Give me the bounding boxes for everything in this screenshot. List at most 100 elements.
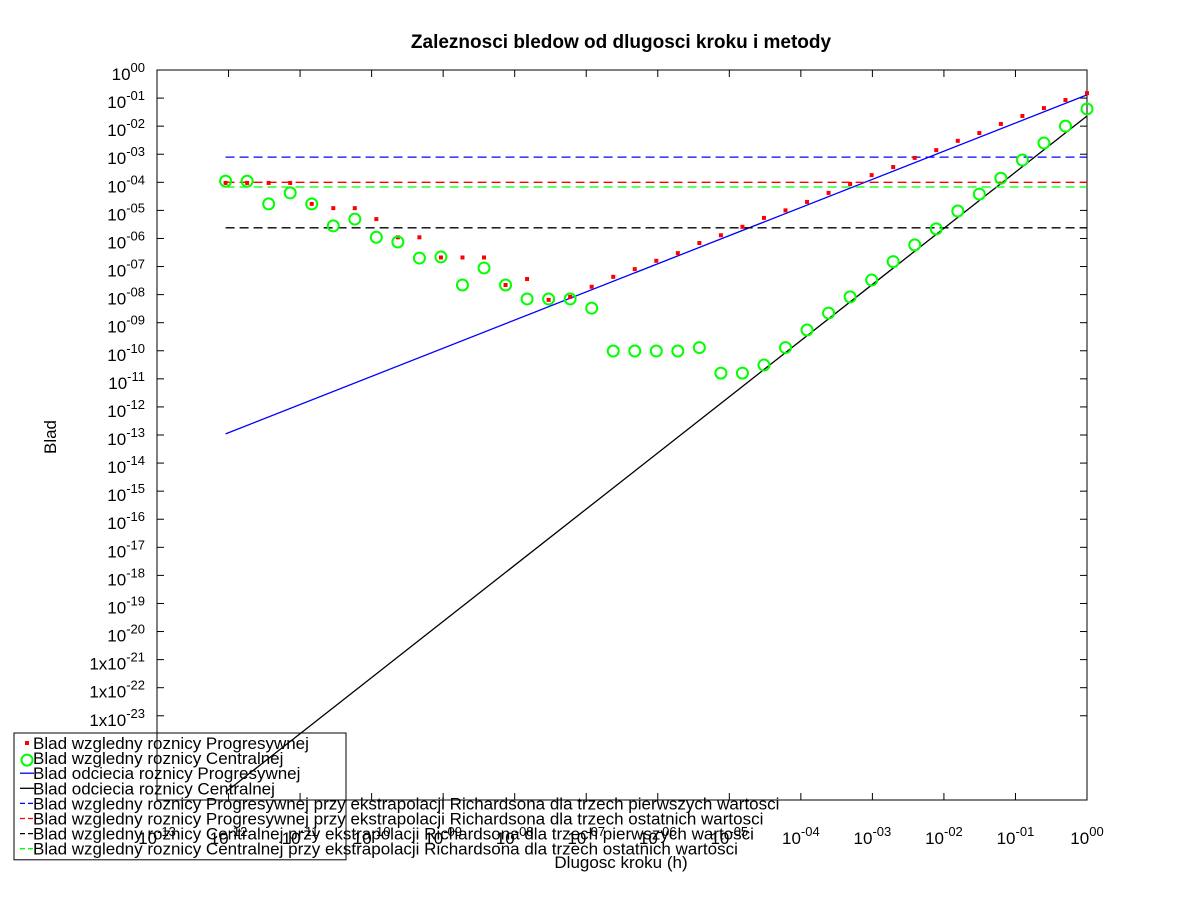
data-point <box>348 212 362 226</box>
data-point <box>262 197 276 211</box>
data-point <box>886 255 900 269</box>
data-point <box>671 344 685 358</box>
data-point <box>675 251 680 256</box>
data-point <box>972 187 986 201</box>
legend-label: Blad odciecia roznicy Progresywnej <box>33 764 300 783</box>
data-point <box>542 292 556 306</box>
data-point <box>908 238 922 252</box>
data-point <box>331 206 336 211</box>
data-point <box>499 278 513 292</box>
data-point <box>611 274 616 279</box>
data-point <box>219 174 233 188</box>
legend-label: Blad odciecia roznicy Centralnej <box>33 779 275 798</box>
data-point <box>800 323 814 337</box>
data-point <box>912 155 917 160</box>
data-point <box>632 267 637 272</box>
data-point <box>223 180 228 185</box>
data-point <box>843 290 857 304</box>
data-point <box>1058 119 1072 133</box>
data-point <box>568 294 573 299</box>
data-point <box>1020 113 1025 118</box>
y-tick-label: 10-20 <box>107 622 145 646</box>
data-point <box>503 283 508 288</box>
data-point <box>1037 136 1051 150</box>
data-point <box>1080 102 1094 116</box>
data-point <box>697 240 702 245</box>
data-point <box>654 258 659 263</box>
data-point <box>585 301 599 315</box>
data-point <box>525 276 530 281</box>
data-point <box>369 230 383 244</box>
data-point <box>1041 106 1046 111</box>
data-point <box>714 366 728 380</box>
data-point <box>326 219 340 233</box>
data-point <box>757 358 771 372</box>
data-point <box>740 224 745 229</box>
series-line <box>225 94 1088 435</box>
data-point <box>482 255 487 260</box>
data-point <box>628 344 642 358</box>
data-point <box>822 306 836 320</box>
data-point <box>460 255 465 260</box>
data-point <box>1063 98 1068 103</box>
data-point <box>266 180 271 185</box>
data-point <box>417 235 422 240</box>
data-point <box>929 222 943 236</box>
data-point <box>1015 153 1029 167</box>
data-point <box>998 121 1003 126</box>
data-point <box>977 131 982 136</box>
data-point <box>826 190 831 195</box>
data-point <box>869 173 874 178</box>
legend-label: Blad wzgledny roznicy Centralnej przy ek… <box>33 840 738 859</box>
legend-swatch <box>25 741 29 745</box>
data-point <box>955 138 960 143</box>
data-point <box>245 180 250 185</box>
data-point <box>951 204 965 218</box>
data-point <box>288 180 293 185</box>
data-point <box>735 366 749 380</box>
data-point <box>434 250 448 264</box>
legend-label: Blad wzgledny roznicy Progresywnej <box>33 734 309 753</box>
data-point <box>934 148 939 153</box>
data-point <box>805 199 810 204</box>
data-point <box>761 215 766 220</box>
data-point <box>305 197 319 211</box>
data-point <box>779 341 793 355</box>
data-point <box>520 292 534 306</box>
data-point <box>352 206 357 211</box>
x-axis-label: Dlugosc kroku (h) <box>554 853 687 872</box>
data-point <box>848 182 853 187</box>
data-point <box>455 278 469 292</box>
legend-label: Blad wzgledny roznicy Progresywnej przy … <box>33 810 763 829</box>
legend-swatch <box>20 753 34 767</box>
y-axis-label: Blad <box>41 420 60 454</box>
data-point <box>412 251 426 265</box>
legend-label: Blad wzgledny roznicy Centralnej <box>33 749 283 768</box>
y-tick-label: 10-05 <box>107 200 145 224</box>
data-point <box>1085 91 1089 96</box>
legend-label: Blad wzgledny roznicy Centralnej przy ek… <box>33 825 754 844</box>
data-point <box>692 341 706 355</box>
data-point <box>374 217 379 222</box>
data-point <box>563 292 577 306</box>
data-point <box>865 273 879 287</box>
data-point <box>438 255 443 260</box>
data-point <box>391 235 405 249</box>
data-point <box>891 165 896 170</box>
data-point <box>283 186 297 200</box>
data-point <box>477 261 491 275</box>
data-point <box>606 344 620 358</box>
legend-box <box>13 732 347 861</box>
chart-title: Zaleznosci bledow od dlugosci kroku i me… <box>411 32 832 53</box>
data-point <box>718 233 723 238</box>
legend-label: Blad wzgledny roznicy Progresywnej przy … <box>33 794 779 813</box>
data-point <box>589 284 594 289</box>
data-point <box>994 171 1008 185</box>
data-point <box>309 201 314 206</box>
data-point <box>240 174 254 188</box>
data-point <box>546 297 551 302</box>
data-point <box>649 344 663 358</box>
